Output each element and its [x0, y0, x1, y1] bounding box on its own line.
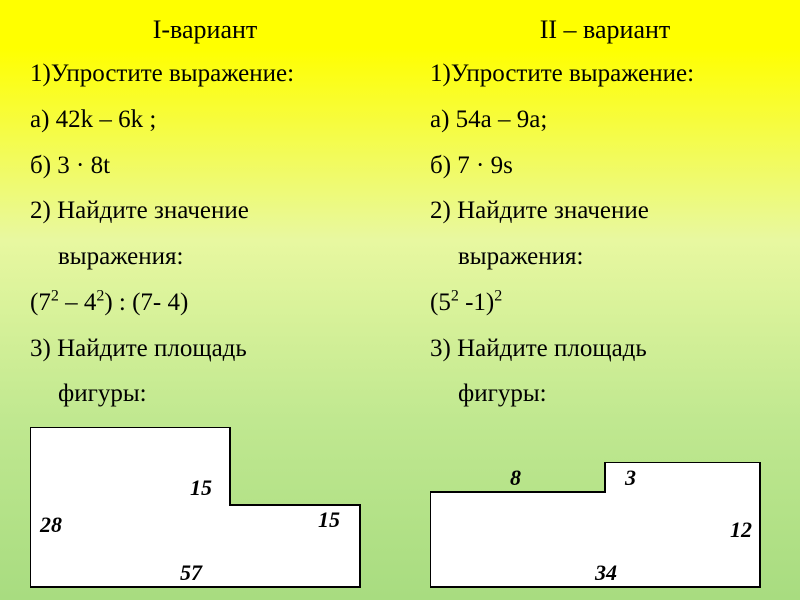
- f2-label-8: 8: [510, 465, 521, 490]
- v1-expr-p1: (7: [30, 289, 51, 316]
- f2-label-34: 34: [594, 560, 617, 585]
- v1-task2-header: 2) Найдите значение: [30, 194, 380, 228]
- v1-task1b: б) 3 · 8t: [30, 149, 380, 183]
- v1-expr-p2: – 4: [59, 289, 97, 316]
- v1-task1-header: 1)Упростите выражение:: [30, 57, 380, 91]
- f1-label-28: 28: [39, 512, 62, 537]
- v1-expr-p3: ) : (7- 4): [104, 289, 188, 316]
- v2-task2-expr: (52 -1)2: [430, 286, 780, 320]
- v2-task1a: а) 54а – 9а;: [430, 103, 780, 137]
- v1-task1a: а) 42k – 6k ;: [30, 103, 380, 137]
- v2-task3-header2: фигуры:: [430, 377, 780, 411]
- v1-task2-expr: (72 – 42) : (7- 4): [30, 286, 380, 320]
- variant1-title: I-вариант: [30, 15, 380, 45]
- v1-task2-header2: выражения:: [30, 240, 380, 274]
- v2-task3-header: 3) Найдите площадь: [430, 332, 780, 366]
- v1-task3-header: 3) Найдите площадь: [30, 332, 380, 366]
- f1-label-15b: 15: [318, 507, 340, 532]
- v2-task2-header: 2) Найдите значение: [430, 194, 780, 228]
- v2-sup2: 2: [494, 287, 502, 304]
- figure2-svg: 8 3 12 34: [430, 462, 770, 592]
- v2-task1b: б) 7 · 9s: [430, 149, 780, 183]
- variant2-title: II – вариант: [430, 15, 780, 45]
- v2-expr-p2: -1): [459, 289, 494, 316]
- figure1-svg: 28 15 15 57: [30, 427, 370, 592]
- v2-expr-p1: (5: [430, 289, 451, 316]
- v1-task3-header2: фигуры:: [30, 377, 380, 411]
- v2-task1-header: 1)Упростите выражение:: [430, 57, 780, 91]
- figure2-area: 8 3 12 34: [430, 462, 770, 592]
- v2-task2-header2: выражения:: [430, 240, 780, 274]
- v1-sup1: 2: [51, 287, 59, 304]
- figure1-area: 28 15 15 57: [30, 427, 370, 592]
- f1-label-15a: 15: [190, 475, 212, 500]
- f2-label-3: 3: [624, 465, 636, 490]
- v2-sup1: 2: [451, 287, 459, 304]
- f1-label-57: 57: [180, 560, 203, 585]
- f2-label-12: 12: [730, 517, 752, 542]
